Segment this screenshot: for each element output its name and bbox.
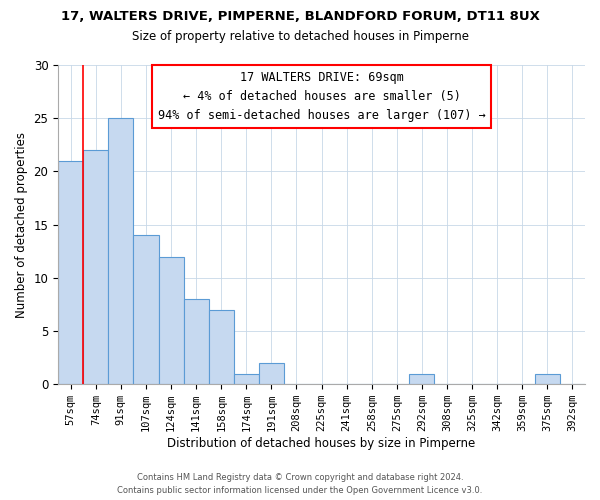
Bar	[409, 374, 434, 384]
Bar	[209, 310, 234, 384]
Bar	[234, 374, 259, 384]
Bar	[535, 374, 560, 384]
X-axis label: Distribution of detached houses by size in Pimperne: Distribution of detached houses by size …	[167, 437, 476, 450]
Bar	[83, 150, 109, 384]
Bar	[259, 363, 284, 384]
Y-axis label: Number of detached properties: Number of detached properties	[15, 132, 28, 318]
Bar	[184, 299, 209, 384]
Bar	[133, 236, 158, 384]
Bar	[158, 256, 184, 384]
Bar	[58, 161, 83, 384]
Text: 17, WALTERS DRIVE, PIMPERNE, BLANDFORD FORUM, DT11 8UX: 17, WALTERS DRIVE, PIMPERNE, BLANDFORD F…	[61, 10, 539, 23]
Text: Size of property relative to detached houses in Pimperne: Size of property relative to detached ho…	[131, 30, 469, 43]
Text: 17 WALTERS DRIVE: 69sqm
← 4% of detached houses are smaller (5)
94% of semi-deta: 17 WALTERS DRIVE: 69sqm ← 4% of detached…	[158, 72, 485, 122]
Text: Contains HM Land Registry data © Crown copyright and database right 2024.
Contai: Contains HM Land Registry data © Crown c…	[118, 474, 482, 495]
Bar	[109, 118, 133, 384]
